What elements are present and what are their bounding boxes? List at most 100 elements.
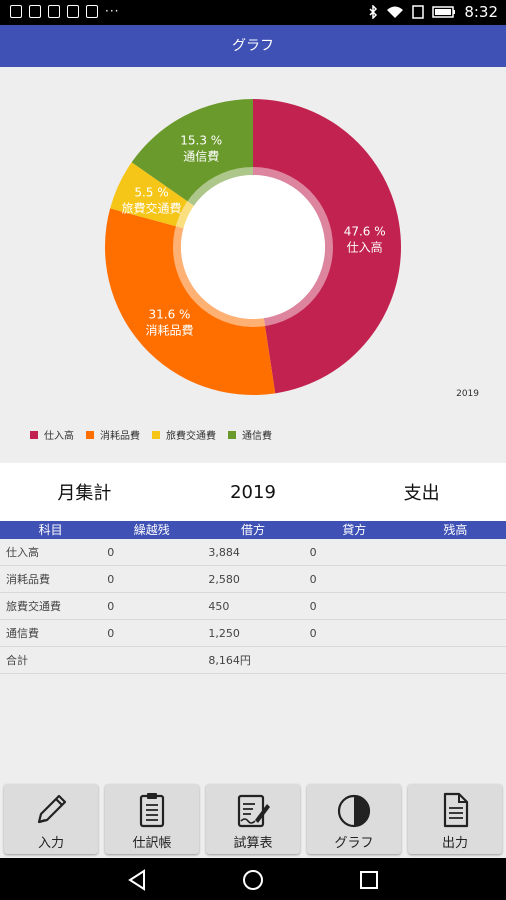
slice-category-label: 仕入高 [347, 240, 383, 255]
total-label: 合計 [6, 654, 28, 667]
table-total-row: 合計 8,164円 [0, 647, 506, 674]
legend-item: 旅費交通費 [152, 427, 216, 442]
chart-legend: 仕入高 消耗品費 旅費交通費 通信費 [30, 427, 272, 442]
more-notifications: ··· [105, 4, 120, 18]
legend-swatch [86, 430, 94, 439]
header-debit: 借方 [241, 523, 266, 537]
back-icon[interactable] [126, 869, 148, 891]
slice-value-label: 15.3 % [180, 134, 222, 148]
image-icon [67, 5, 79, 18]
cell-account: 通信費 [6, 627, 39, 640]
slice-value-label: 31.6 % [148, 308, 190, 322]
legend-item: 仕入高 [30, 427, 74, 442]
cell-balance [405, 539, 506, 565]
cell-credit: 0 [309, 573, 317, 586]
output-button[interactable]: 出力 [408, 784, 502, 854]
legend-label: 消耗品費 [100, 431, 140, 442]
table-header: 科目 繰越残 借方 貸方 残高 [0, 521, 506, 539]
pie-chart-icon [337, 794, 371, 828]
cell-credit: 0 [309, 600, 317, 613]
cell-debit: 3,884 [208, 546, 240, 559]
period-mode[interactable]: 月集計 [57, 483, 112, 504]
header-account: 科目 [38, 523, 63, 537]
status-bar: ··· 8:32 [0, 0, 506, 25]
cell-account: 消耗品費 [6, 573, 50, 586]
cell-debit: 450 [208, 600, 230, 613]
slice-4[interactable] [131, 99, 253, 206]
sign-document-icon [237, 794, 270, 828]
graph-label: グラフ [334, 836, 374, 851]
home-icon[interactable] [242, 869, 264, 891]
wifi-icon [387, 6, 404, 18]
notification-icon [10, 5, 22, 18]
table-row[interactable]: 仕入高 0 3,884 0 [0, 539, 506, 566]
system-nav-bar [0, 858, 506, 900]
input-label: 入力 [37, 836, 64, 851]
output-label: 出力 [441, 836, 468, 851]
cell-carryover: 0 [107, 573, 115, 586]
sim-icon [412, 5, 425, 19]
slice-category-label: 通信費 [183, 149, 219, 164]
legend-swatch [152, 430, 160, 439]
slice-category-label: 旅費交通費 [122, 201, 182, 216]
header-balance: 残高 [443, 523, 468, 537]
chart-description: 2019 [456, 389, 479, 399]
type-selector[interactable]: 支出 [403, 483, 440, 504]
cell-carryover: 0 [107, 627, 115, 640]
table-row[interactable]: 消耗品費 0 2,580 0 [0, 566, 506, 593]
slice-category-label: 消耗品費 [145, 323, 193, 338]
slice-2[interactable] [105, 208, 276, 395]
donut-chart: 47.6 %仕入高 31.6 %消耗品費 5.5 %旅費交通費 15.3 %通信費 [105, 99, 402, 395]
cell-balance [405, 620, 506, 646]
cell-balance [405, 593, 506, 619]
legend-item: 消耗品費 [86, 427, 140, 442]
year-selector[interactable]: 2019 [230, 481, 276, 503]
trial-balance-label: 試算表 [233, 836, 273, 851]
chart-area: 47.6 % 仕入高 31.6 % 消耗品費 5.5 % 旅費交通費 15.3 % 通信費 2… [0, 67, 506, 463]
cell-credit: 0 [309, 546, 317, 559]
graph-button[interactable]: グラフ [307, 784, 401, 854]
bottom-nav: 入力 仕訳帳 試算表 グラフ 出力 [0, 782, 506, 858]
recents-icon[interactable] [358, 869, 380, 891]
battery-icon [432, 6, 456, 18]
legend-label: 旅費交通費 [166, 431, 216, 442]
clipboard-icon [139, 793, 165, 828]
document-icon [443, 792, 469, 828]
cell-credit: 0 [309, 627, 317, 640]
app-bar: グラフ [0, 25, 506, 67]
cell-account: 旅費交通費 [6, 600, 61, 613]
photo-icon [86, 5, 98, 18]
trial-balance-button[interactable]: 試算表 [206, 784, 300, 854]
bluetooth-icon [369, 5, 378, 19]
cell-debit: 1,250 [208, 627, 240, 640]
slice-1[interactable] [253, 99, 402, 394]
pencil-icon [37, 794, 67, 824]
journal-button[interactable]: 仕訳帳 [105, 784, 199, 854]
cell-debit: 2,580 [208, 573, 240, 586]
car-icon [29, 5, 41, 18]
legend-swatch [30, 430, 38, 439]
legend-swatch [228, 430, 236, 439]
summary-bar: 月集計 2019 支出 [0, 463, 506, 521]
legend-label: 通信費 [242, 431, 272, 442]
cell-carryover: 0 [107, 600, 115, 613]
input-button[interactable]: 入力 [4, 784, 98, 854]
slice-value-label: 5.5 % [134, 186, 168, 200]
journal-label: 仕訳帳 [132, 836, 172, 851]
clock: 8:32 [464, 3, 498, 21]
legend-item: 通信費 [228, 427, 272, 442]
w-app-icon [48, 5, 60, 18]
cell-carryover: 0 [107, 546, 115, 559]
ledger-table: 科目 繰越残 借方 貸方 残高 仕入高 0 3,884 0 消耗品費 0 2,5… [0, 521, 506, 674]
table-row[interactable]: 通信費 0 1,250 0 [0, 620, 506, 647]
total-value: 8,164円 [208, 654, 251, 667]
legend-label: 仕入高 [44, 431, 74, 442]
cell-balance [405, 566, 506, 592]
slice-3[interactable] [110, 162, 194, 229]
slice-value-label: 47.6 % [344, 225, 386, 239]
page-title: グラフ [232, 38, 274, 54]
cell-account: 仕入高 [6, 546, 39, 559]
header-carryover: 繰越残 [133, 523, 170, 537]
donut-hole [181, 175, 325, 319]
table-row[interactable]: 旅費交通費 0 450 0 [0, 593, 506, 620]
